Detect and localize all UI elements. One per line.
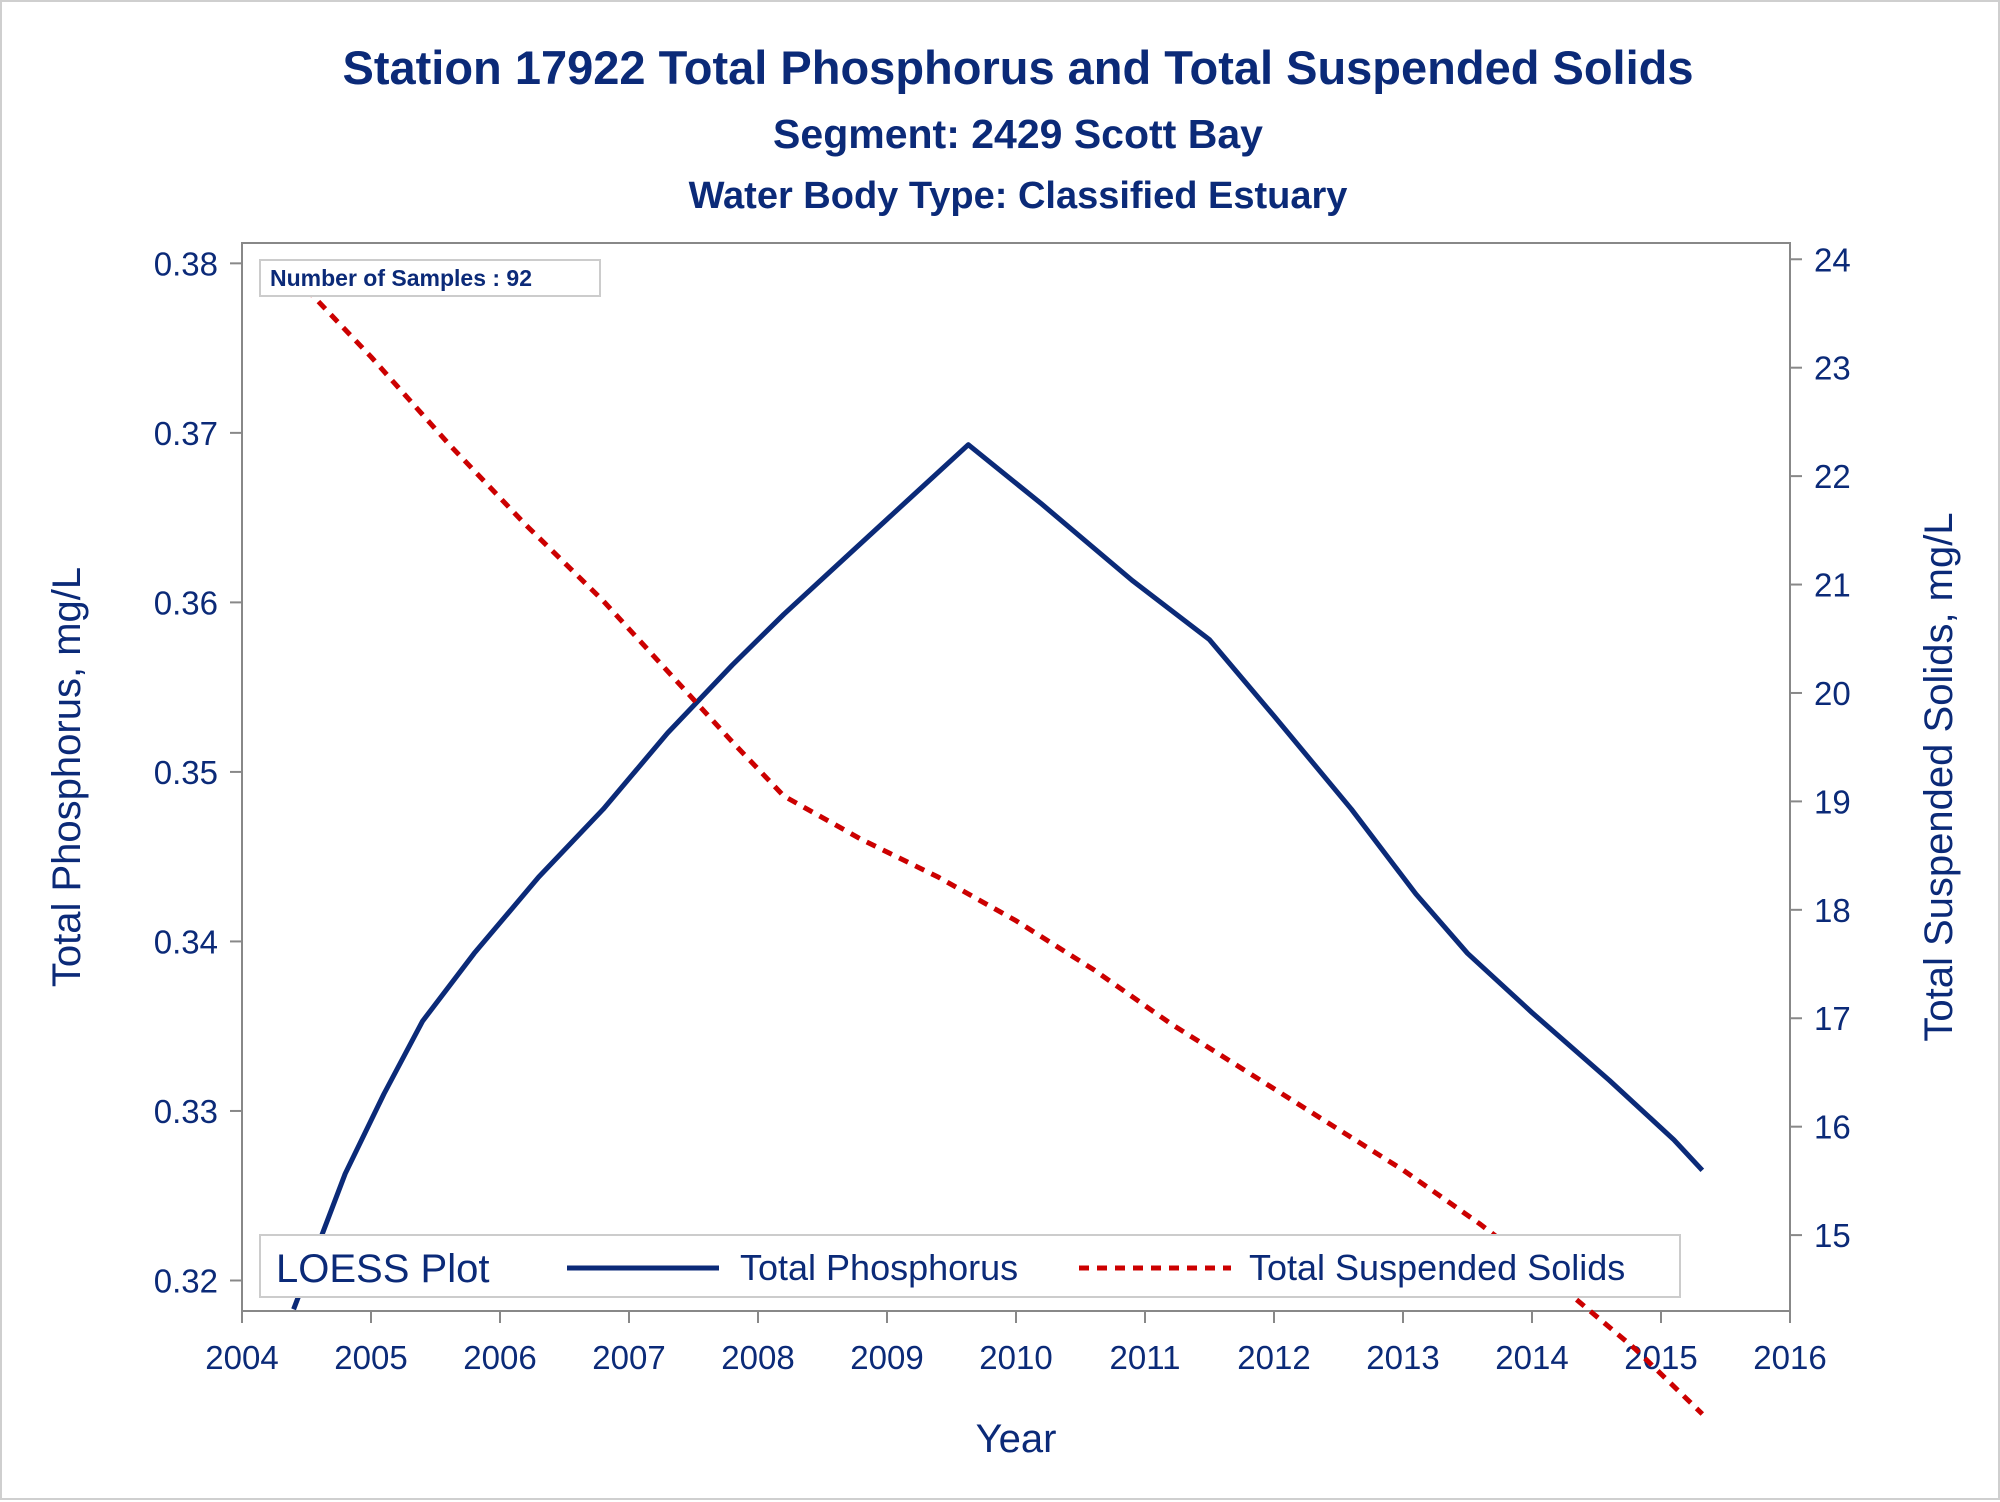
sample-count-inset: Number of Samples : 92: [259, 259, 601, 297]
legend-item-suspended-solids: Total Suspended Solids: [1249, 1247, 1625, 1288]
y-tick-label: 0.34: [154, 923, 218, 960]
series-line-total-suspended-solids: [291, 273, 1705, 1416]
y2-tick-label: 23: [1814, 350, 1851, 387]
y2-tick-label: 19: [1814, 783, 1851, 820]
chart-subtitle: Segment: 2429 Scott Bay: [773, 111, 1263, 157]
y2-tick-label: 17: [1814, 1000, 1851, 1037]
y-tick-label: 0.37: [154, 415, 218, 452]
series-line-total-phosphorus: [291, 442, 1705, 1311]
series-layer: [291, 273, 1705, 1416]
x-tick-label: 2010: [979, 1339, 1052, 1376]
x-tick-label: 2005: [334, 1339, 407, 1376]
y-tick-label: 0.32: [154, 1262, 218, 1299]
x-axis: 2004 2005 2006 2007 2008 2009 2010 2011 2012 2013…: [205, 1311, 1827, 1376]
x-tick-label: 2014: [1495, 1339, 1568, 1376]
y-tick-label: 0.38: [154, 245, 218, 282]
x-tick-label: 2015: [1624, 1339, 1697, 1376]
x-tick-label: 2009: [850, 1339, 923, 1376]
y2-tick-label: 18: [1814, 892, 1851, 929]
x-tick-label: 2004: [205, 1339, 278, 1376]
y2-tick-label: 22: [1814, 458, 1851, 495]
y-tick-label: 0.35: [154, 754, 218, 791]
y-axis-left: 0.32 0.33 0.34 0.35 0.36 0.37 0.38: [154, 245, 242, 1299]
x-tick-label: 2013: [1366, 1339, 1439, 1376]
chart-title: Station 17922 Total Phosphorus and Total…: [343, 41, 1694, 94]
plot-area: [241, 242, 1791, 1312]
x-tick-label: 2012: [1237, 1339, 1310, 1376]
legend-item-phosphorus: Total Phosphorus: [740, 1247, 1018, 1288]
y2-axis-label: Total Suspended Solids, mg/L: [1917, 512, 1961, 1041]
y2-tick-label: 24: [1814, 241, 1851, 278]
x-tick-label: 2008: [721, 1339, 794, 1376]
legend-box: [259, 1234, 1681, 1298]
x-tick-label: 2011: [1110, 1339, 1181, 1376]
legend: LOESS Plot Total Phosphorus Total Suspen…: [259, 1234, 1681, 1298]
x-tick-label: 2007: [592, 1339, 665, 1376]
y-tick-label: 0.36: [154, 584, 218, 621]
y-tick-label: 0.33: [154, 1093, 218, 1130]
y2-tick-label: 20: [1814, 675, 1851, 712]
x-tick-label: 2016: [1753, 1339, 1826, 1376]
inset-box: [259, 259, 601, 297]
x-axis-label: Year: [976, 1417, 1057, 1461]
y2-tick-label: 16: [1814, 1109, 1851, 1146]
legend-title: LOESS Plot: [276, 1247, 489, 1291]
chart-subtitle-2: Water Body Type: Classified Estuary: [689, 175, 1348, 217]
y-axis-label: Total Phosphorus, mg/L: [45, 567, 89, 987]
inset-text: Number of Samples : 92: [270, 265, 532, 291]
y2-tick-label: 15: [1814, 1217, 1851, 1254]
y-axis-right: 15 16 17 18 19 20 21 22 23 24: [1790, 241, 1851, 1254]
y2-tick-label: 21: [1814, 567, 1851, 604]
x-tick-label: 2006: [463, 1339, 536, 1376]
